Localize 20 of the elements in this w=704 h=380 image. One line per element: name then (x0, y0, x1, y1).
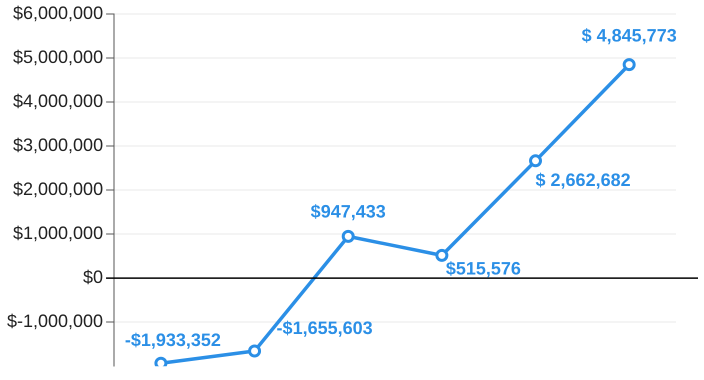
y-tick-label: $3,000,000 (12, 134, 104, 155)
y-tick-label: $-1,000,000 (6, 311, 104, 332)
y-tick-label: $6,000,000 (12, 2, 104, 23)
y-tick-label: $5,000,000 (12, 46, 104, 67)
data-label: $ 2,662,682 (536, 170, 631, 190)
y-tick-label: $2,000,000 (12, 178, 104, 199)
point (435, 248, 448, 262)
point (154, 356, 168, 366)
y-tick-label: $1,000,000 (12, 223, 104, 244)
point (529, 154, 542, 168)
data-label: -$1,933,352 (124, 330, 221, 350)
data-label: -$1,655,603 (276, 318, 373, 338)
point (342, 230, 355, 243)
data-label: $515,576 (446, 258, 521, 278)
y-tick-label: $4,000,000 (12, 90, 104, 111)
point (248, 344, 262, 358)
data-label: $ 4,845,773 (582, 26, 677, 46)
data-label: $947,433 (310, 201, 386, 222)
y-tick-label: $0 (83, 267, 104, 288)
point (622, 58, 636, 72)
